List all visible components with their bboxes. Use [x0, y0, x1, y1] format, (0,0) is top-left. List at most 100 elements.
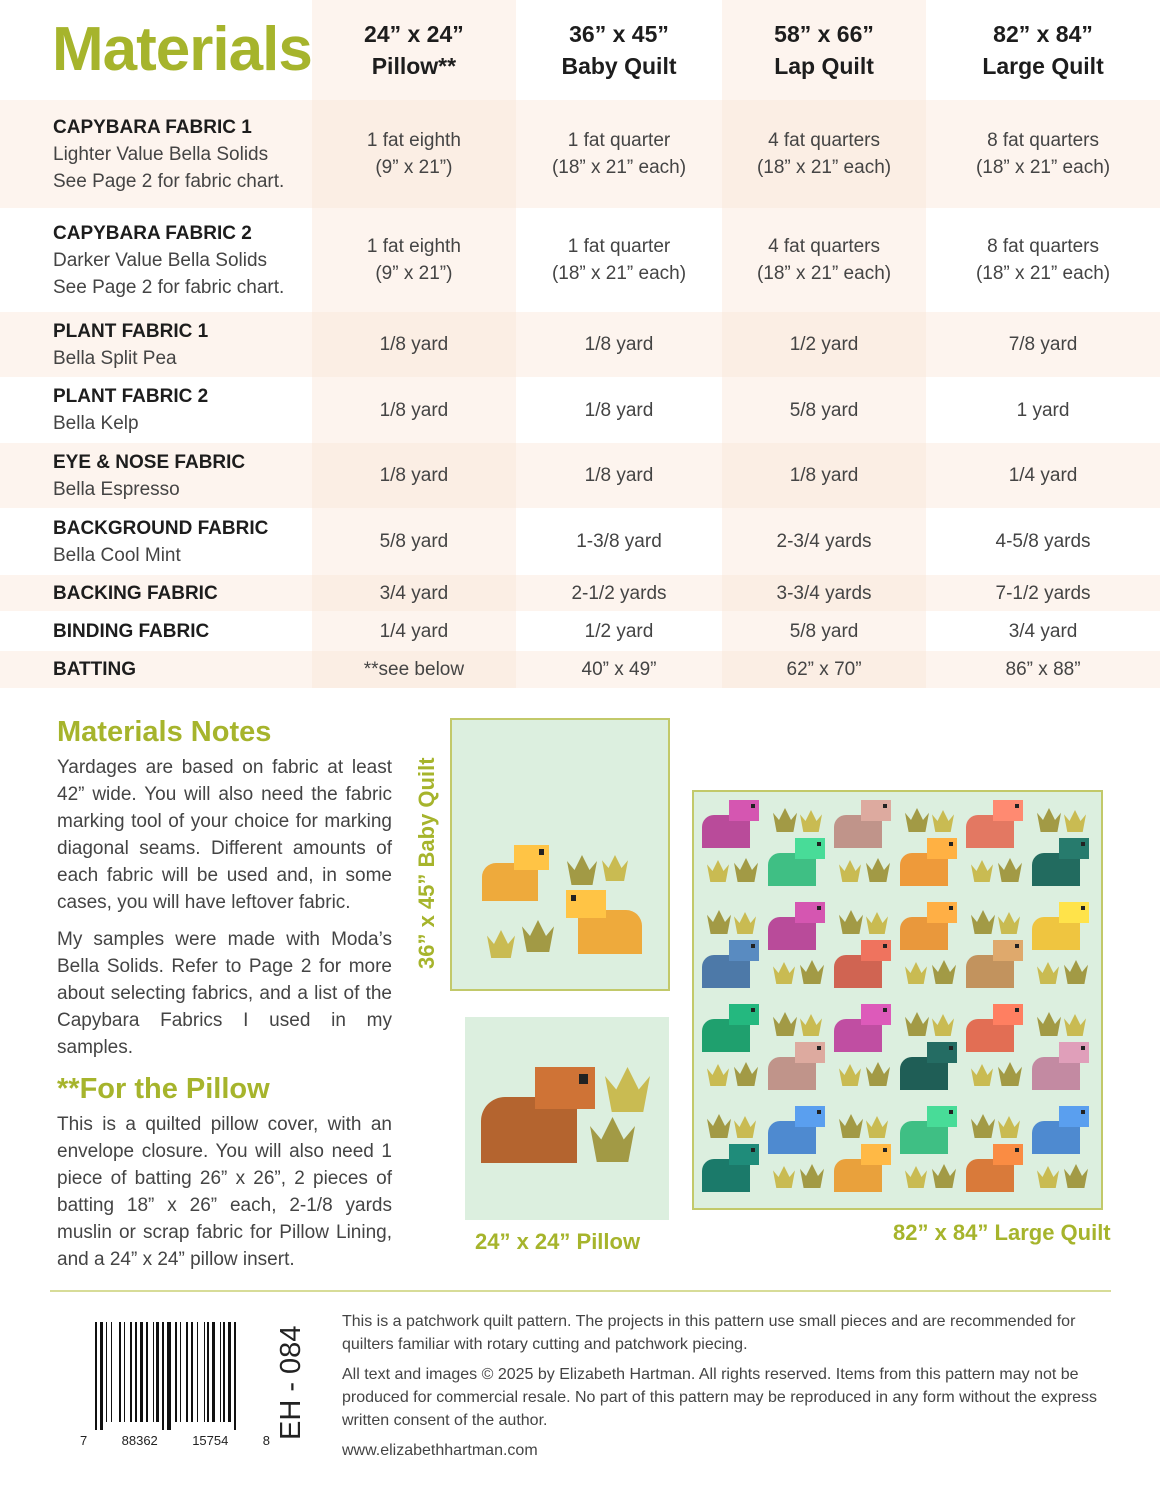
plant-block — [773, 808, 797, 832]
plant-block — [932, 810, 954, 832]
capybara-block — [966, 800, 1026, 848]
barcode-bar — [99, 1322, 103, 1430]
material-amount: 1/8 yard — [516, 312, 722, 377]
capybara-block — [562, 890, 642, 954]
material-amount: 1/8 yard — [722, 443, 927, 508]
page-title: Materials — [52, 15, 313, 84]
capybara-block — [768, 1106, 828, 1154]
material-amount: 1 fat eighth (9” x 21”) — [311, 100, 516, 208]
barcode-digit: 7 — [80, 1433, 88, 1448]
barcode-bar — [152, 1322, 154, 1422]
material-label: EYE & NOSE FABRIC Bella Espresso — [0, 443, 312, 508]
capybara-block — [834, 1144, 894, 1192]
material-name: BATTING — [53, 659, 137, 680]
plant-block — [773, 1012, 797, 1036]
material-label: BACKING FABRIC — [0, 575, 312, 611]
column-name: Pillow** — [371, 53, 457, 79]
plant-block — [905, 1012, 929, 1036]
plant-block — [905, 962, 927, 984]
material-amount: 1 yard — [1016, 399, 1070, 421]
material-label: BACKGROUND FABRIC Bella Cool Mint — [0, 508, 312, 575]
material-name: PLANT FABRIC 2 — [53, 386, 209, 407]
plant-block — [487, 930, 515, 958]
barcode-bar — [123, 1322, 125, 1422]
material-detail: Darker Value Bella Solids — [53, 249, 268, 271]
plant-block — [866, 912, 888, 934]
barcode-bar — [106, 1322, 108, 1422]
material-label: BATTING — [0, 651, 312, 688]
plant-block — [1064, 1014, 1086, 1036]
plant-block — [971, 910, 995, 934]
footer-url[interactable]: www.elizabethhartman.com — [342, 1442, 538, 1459]
material-amount: 1 fat quarter (18” x 21” each) — [551, 236, 687, 284]
plant-block — [734, 1062, 758, 1086]
plant-block — [998, 1116, 1020, 1138]
barcode-bar — [191, 1322, 193, 1422]
capybara-block — [768, 1042, 828, 1090]
plant-block — [707, 1064, 729, 1086]
material-amount: 62” x 70” — [722, 651, 927, 688]
plant-block — [602, 855, 628, 881]
plant-block — [998, 858, 1022, 882]
column-name: Baby Quilt — [561, 53, 677, 79]
barcode-bar — [111, 1322, 112, 1422]
material-detail: See Page 2 for fabric chart. — [53, 170, 285, 192]
plant-block — [866, 1062, 890, 1086]
material-amount: 5/8 yard — [722, 611, 927, 651]
material-amount: 1/2 yard — [584, 620, 654, 642]
capybara-block — [834, 800, 894, 848]
material-label: PLANT FABRIC 1 Bella Split Pea — [0, 312, 312, 377]
column-size: 82” x 84” — [993, 21, 1093, 47]
table-row: BINDING FABRIC 1/4 yard 1/2 yard 5/8 yard 3/… — [0, 611, 1160, 651]
barcode-bar — [130, 1322, 133, 1422]
material-amount: 1/8 yard — [584, 399, 654, 421]
plant-block — [905, 1166, 927, 1188]
material-amount: 5/8 yard — [311, 508, 516, 575]
plant-block — [605, 1067, 650, 1112]
capybara-block — [834, 940, 894, 988]
plant-block — [707, 910, 731, 934]
material-label: CAPYBARA FABRIC 2 Darker Value Bella Soli… — [0, 208, 312, 312]
plant-block — [1064, 810, 1086, 832]
plant-block — [800, 810, 822, 832]
material-amount: 86” x 88” — [926, 651, 1160, 688]
notes-column: Materials Notes Yardages are based on fa… — [57, 714, 392, 1283]
plant-block — [1064, 1164, 1088, 1188]
column-header: 82” x 84” Large Quilt — [926, 0, 1160, 100]
plant-block — [522, 920, 554, 952]
column-size: 58” x 66” — [774, 21, 874, 47]
column-header: 36” x 45” Baby Quilt — [516, 0, 722, 100]
plant-block — [773, 1166, 795, 1188]
column-header: 58” x 66” Lap Quilt — [722, 0, 927, 100]
plant-block — [839, 860, 861, 882]
barcode-digit: 8 — [262, 1433, 270, 1448]
plant-block — [932, 960, 956, 984]
barcode-digits: 7 88362 15754 8 — [80, 1433, 270, 1448]
material-name: CAPYBARA FABRIC 1 — [53, 116, 252, 138]
material-amount: 4 fat quarters (18” x 21” each) — [722, 100, 927, 208]
barcode-bar — [197, 1322, 199, 1422]
plant-block — [1037, 962, 1059, 984]
material-amount: 7-1/2 yards — [926, 575, 1160, 611]
plant-block — [1037, 1166, 1059, 1188]
barcode-bar — [139, 1322, 143, 1422]
plant-block — [734, 912, 756, 934]
capybara-block — [702, 1004, 762, 1052]
capybara-block — [966, 940, 1026, 988]
column-name: Lap Quilt — [774, 53, 874, 79]
plant-block — [932, 1014, 954, 1036]
material-amount: 5/8 yard — [722, 377, 927, 443]
capybara-block — [1032, 838, 1092, 886]
plant-block — [866, 858, 890, 882]
material-amount: 1 fat quarter (18” x 21” each) — [516, 100, 722, 208]
plant-block — [998, 1062, 1022, 1086]
material-amount: 1/8 yard — [311, 443, 516, 508]
material-amount: 3/4 yard — [1008, 620, 1078, 642]
material-amount: 1/4 yard — [311, 611, 516, 651]
barcode-bar — [162, 1322, 165, 1430]
material-amount: 1-3/8 yard — [576, 531, 662, 552]
material-name: CAPYBARA FABRIC 2 — [53, 222, 252, 244]
plant-block — [839, 1064, 861, 1086]
plant-block — [1037, 808, 1061, 832]
footer-text: This is a patchwork quilt pattern. The p… — [342, 1310, 1112, 1469]
